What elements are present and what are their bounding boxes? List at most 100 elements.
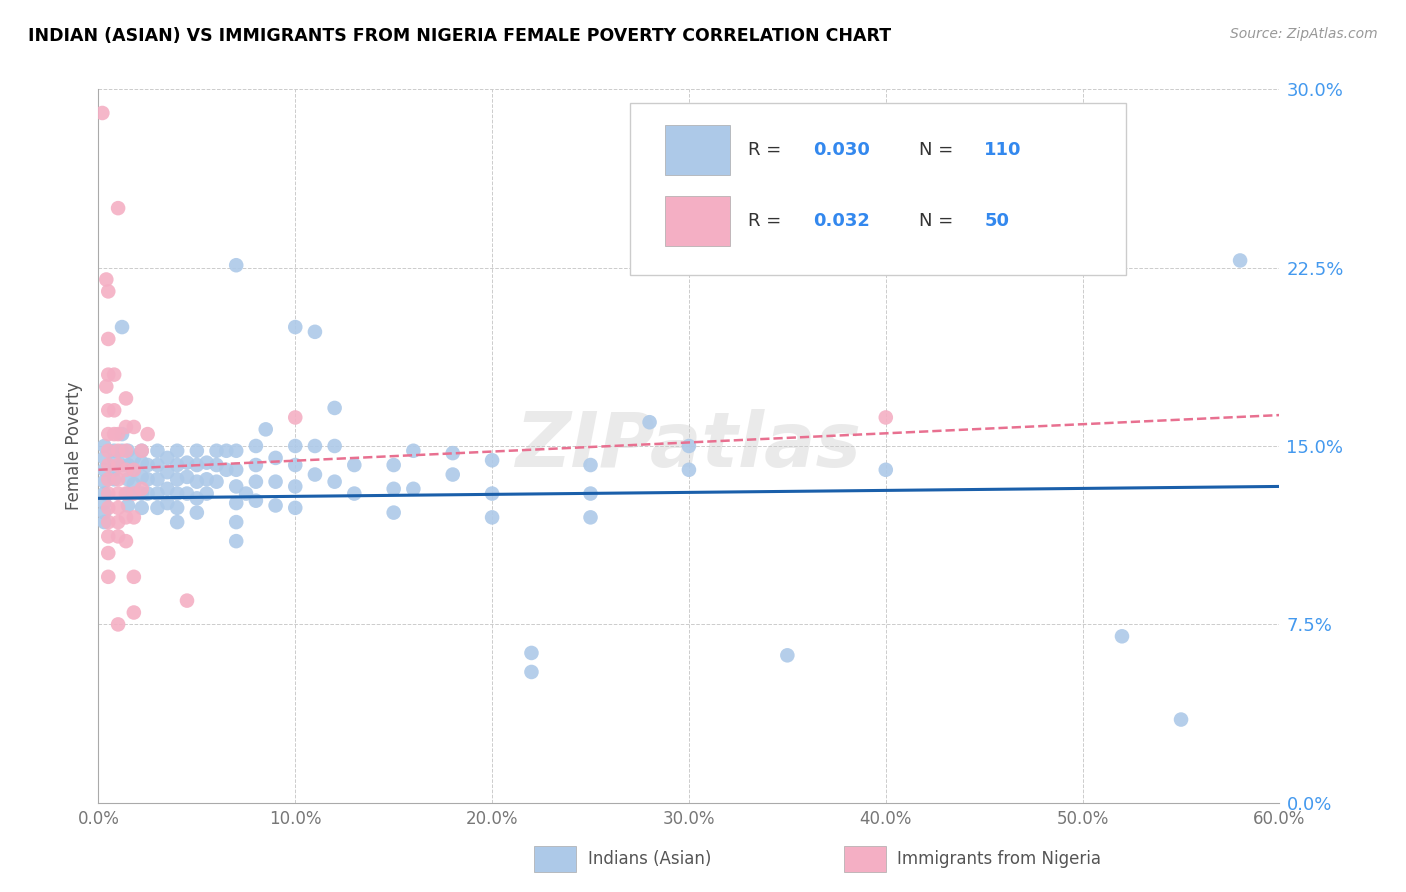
FancyBboxPatch shape bbox=[630, 103, 1126, 275]
Point bbox=[103, 368, 125, 382]
Text: Indians (Asian): Indians (Asian) bbox=[588, 850, 711, 868]
Point bbox=[122, 570, 145, 584]
Point bbox=[225, 534, 247, 549]
Point bbox=[1229, 253, 1251, 268]
Point bbox=[93, 486, 115, 500]
Point bbox=[136, 427, 159, 442]
Point bbox=[382, 506, 405, 520]
Text: Source: ZipAtlas.com: Source: ZipAtlas.com bbox=[1230, 27, 1378, 41]
Point bbox=[115, 534, 138, 549]
Point bbox=[215, 443, 238, 458]
Point bbox=[225, 515, 247, 529]
Point bbox=[186, 506, 208, 520]
Text: N =: N = bbox=[920, 141, 959, 159]
Point bbox=[107, 427, 129, 442]
Point bbox=[115, 486, 138, 500]
Point bbox=[678, 463, 700, 477]
Point bbox=[254, 422, 277, 436]
Point bbox=[245, 458, 267, 472]
Point bbox=[131, 486, 153, 500]
Point bbox=[131, 470, 153, 484]
Point bbox=[166, 458, 188, 472]
Point bbox=[481, 453, 503, 467]
Point bbox=[146, 500, 169, 515]
Point bbox=[115, 510, 138, 524]
Point bbox=[93, 439, 115, 453]
Point bbox=[678, 439, 700, 453]
Point bbox=[638, 415, 661, 429]
Point bbox=[382, 482, 405, 496]
Point bbox=[284, 439, 307, 453]
Point bbox=[97, 458, 120, 472]
Point bbox=[107, 617, 129, 632]
Point bbox=[93, 515, 115, 529]
Point bbox=[107, 486, 129, 500]
Point bbox=[107, 500, 129, 515]
Point bbox=[111, 427, 134, 442]
Text: 0.032: 0.032 bbox=[813, 212, 870, 230]
Point bbox=[166, 486, 188, 500]
Point bbox=[225, 463, 247, 477]
Text: Immigrants from Nigeria: Immigrants from Nigeria bbox=[897, 850, 1101, 868]
Point bbox=[107, 515, 129, 529]
Point bbox=[579, 486, 602, 500]
Point bbox=[122, 486, 145, 500]
Point bbox=[195, 486, 218, 500]
Point bbox=[146, 458, 169, 472]
Point bbox=[166, 500, 188, 515]
Point bbox=[520, 665, 543, 679]
Point bbox=[284, 500, 307, 515]
Point bbox=[225, 443, 247, 458]
Point bbox=[205, 443, 228, 458]
Y-axis label: Female Poverty: Female Poverty bbox=[65, 382, 83, 510]
FancyBboxPatch shape bbox=[665, 125, 730, 175]
Point bbox=[875, 410, 897, 425]
Text: 50: 50 bbox=[984, 212, 1010, 230]
Point bbox=[117, 499, 139, 513]
Point bbox=[146, 486, 169, 500]
Point bbox=[284, 479, 307, 493]
Point bbox=[97, 500, 120, 515]
Point bbox=[97, 486, 120, 500]
Point bbox=[103, 472, 125, 486]
Point bbox=[97, 515, 120, 529]
Point bbox=[225, 496, 247, 510]
Point bbox=[122, 463, 145, 477]
Point bbox=[205, 475, 228, 489]
Point bbox=[103, 463, 125, 477]
Point bbox=[97, 570, 120, 584]
Point bbox=[97, 285, 120, 299]
Point bbox=[186, 475, 208, 489]
Point bbox=[264, 475, 287, 489]
Point bbox=[97, 546, 120, 560]
Text: N =: N = bbox=[920, 212, 959, 230]
Point bbox=[107, 443, 129, 458]
Point bbox=[93, 450, 115, 465]
Point bbox=[579, 510, 602, 524]
Point bbox=[93, 475, 115, 489]
Point bbox=[402, 443, 425, 458]
Point bbox=[323, 401, 346, 415]
Text: 110: 110 bbox=[984, 141, 1022, 159]
Point bbox=[96, 272, 118, 286]
Point bbox=[205, 458, 228, 472]
Point bbox=[284, 410, 307, 425]
Point bbox=[156, 465, 179, 479]
Point bbox=[156, 496, 179, 510]
Point bbox=[176, 470, 198, 484]
Point bbox=[343, 458, 366, 472]
Point bbox=[107, 529, 129, 543]
Point bbox=[122, 420, 145, 434]
Point bbox=[195, 472, 218, 486]
Point bbox=[97, 529, 120, 543]
Point bbox=[122, 510, 145, 524]
Point bbox=[875, 463, 897, 477]
Point bbox=[103, 453, 125, 467]
Point bbox=[146, 443, 169, 458]
Point bbox=[131, 443, 153, 458]
Point bbox=[136, 486, 159, 500]
Point bbox=[186, 491, 208, 506]
Point bbox=[122, 606, 145, 620]
Point bbox=[304, 467, 326, 482]
Point bbox=[97, 403, 120, 417]
